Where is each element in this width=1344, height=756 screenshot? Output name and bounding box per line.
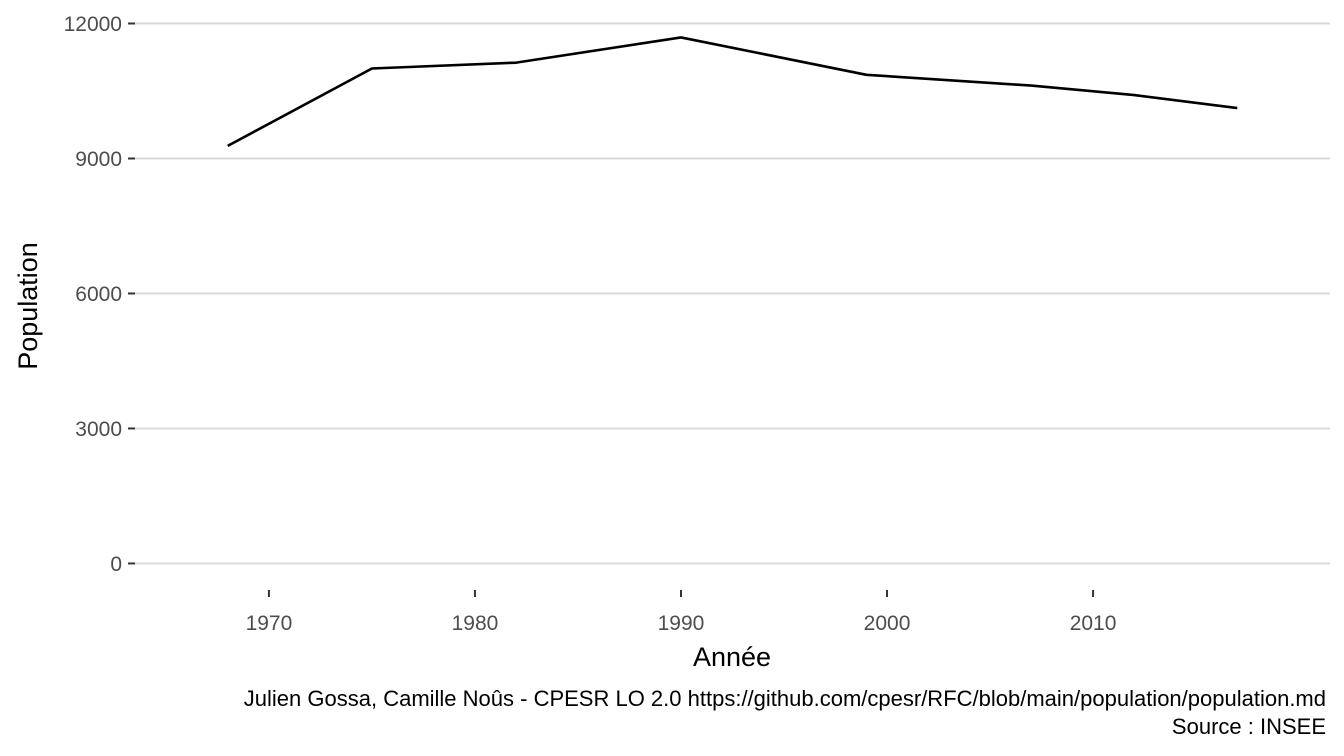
y-axis-title: Population bbox=[13, 242, 43, 370]
x-tick-label: 2000 bbox=[864, 612, 911, 635]
x-axis: 1970 1980 1990 2000 2010 bbox=[246, 590, 1117, 635]
y-axis: 0 3000 6000 9000 12000 bbox=[64, 13, 135, 576]
series-line bbox=[227, 36, 1238, 148]
y-tick-label: 6000 bbox=[75, 283, 122, 306]
x-tick-label: 2010 bbox=[1070, 612, 1117, 635]
caption: Julien Gossa, Camille Noûs - CPESR LO 2.… bbox=[244, 685, 1326, 741]
y-tick-label: 3000 bbox=[75, 418, 122, 441]
series-layer bbox=[227, 36, 1238, 148]
y-tick-label: 9000 bbox=[75, 148, 122, 171]
x-tick-label: 1970 bbox=[246, 612, 293, 635]
x-tick-label: 1990 bbox=[658, 612, 705, 635]
x-axis-title: Année bbox=[693, 642, 771, 672]
caption-credits: Julien Gossa, Camille Noûs - CPESR LO 2.… bbox=[243, 686, 1326, 711]
y-tick-label: 12000 bbox=[64, 13, 122, 36]
x-tick-label: 1980 bbox=[452, 612, 499, 635]
caption-source: Source : INSEE bbox=[1171, 714, 1326, 739]
y-tick-label: 0 bbox=[110, 553, 122, 576]
gridlines bbox=[135, 22, 1330, 565]
